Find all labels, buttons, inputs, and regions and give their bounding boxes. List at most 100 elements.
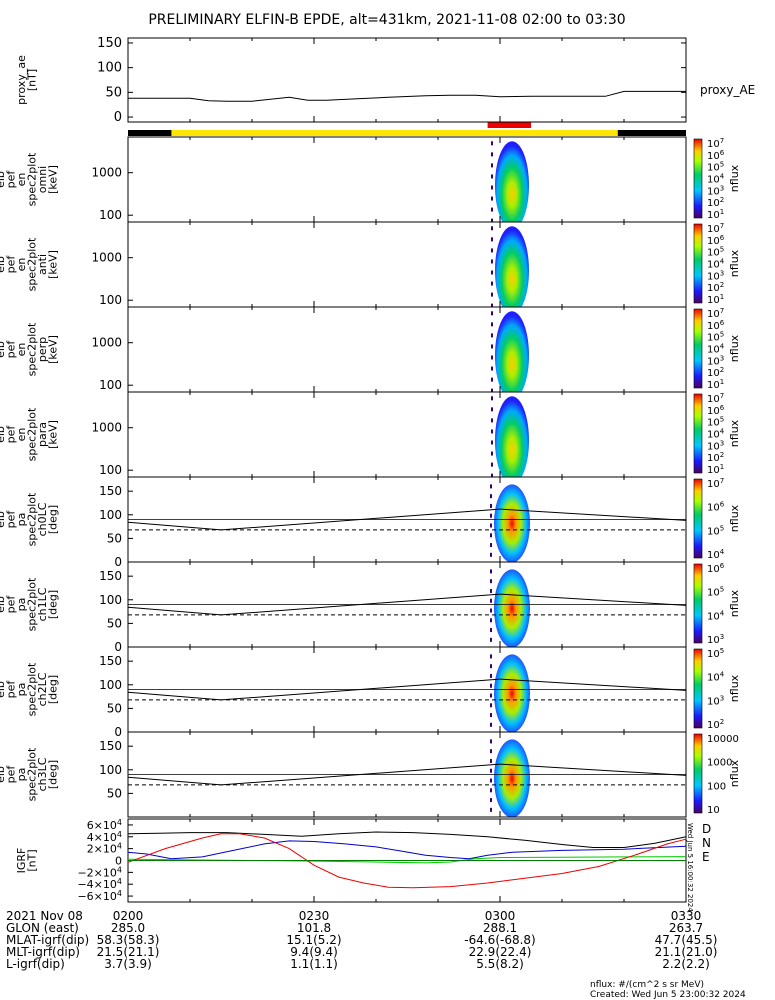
spectrogram-edge-pixel — [490, 598, 492, 603]
spectrogram-edge-pixel — [490, 588, 492, 593]
colorbar-tick-label: 10000 — [707, 734, 739, 745]
y-label-pa_ch1-line: [deg] — [46, 590, 59, 619]
annotation-value: 9.4(9.4) — [290, 945, 338, 959]
colorbar-label: nflux — [728, 589, 741, 617]
y-label-en_perp-line: [keV] — [46, 335, 59, 364]
y-label-en_para-line: en — [15, 428, 28, 442]
annotation-row-name: MLAT-igrf(dip) — [6, 933, 89, 947]
science-zone-red — [487, 122, 531, 128]
igrf-series — [127, 856, 687, 864]
annotation-value: -64.6(-68.8) — [464, 933, 535, 947]
y-tick-label: −4×104 — [77, 877, 122, 891]
y-tick-label: 0 — [114, 555, 122, 569]
spectrogram-edge-pixel — [491, 311, 493, 316]
colorbar-tick-label: 106 — [707, 501, 725, 514]
y-label-pa_ch3-line: spec2plot — [25, 747, 38, 801]
spectrogram-edge-pixel — [490, 484, 492, 489]
y-label-pa_ch2-line: spec2plot — [25, 662, 38, 716]
y-tick-label: 100 — [99, 378, 122, 392]
igrf-series — [127, 833, 687, 889]
y-label-pa_ch1-line: pef — [4, 595, 17, 614]
y-tick-label: 100 — [99, 208, 122, 222]
spectrogram-edge-pixel — [491, 429, 493, 434]
y-tick-label: 50 — [107, 786, 122, 800]
y-label-pa_ch2-line: ch2LC — [36, 672, 49, 706]
spectrogram-pa_ch3 — [494, 739, 530, 817]
spectrogram-edge-pixel — [490, 739, 492, 744]
spectrogram-edge-pixel — [491, 152, 493, 157]
spectrogram-edge-pixel — [490, 664, 492, 669]
y-label-en_omni-line: [keV] — [46, 165, 59, 194]
y-tick-label: 150 — [99, 654, 122, 668]
y-label-en_omni-line: en — [15, 173, 28, 187]
colorbar-pa_ch0 — [693, 478, 703, 559]
y-tick-label: 1000 — [91, 251, 122, 265]
igrf-legend-N: N — [702, 836, 711, 850]
annotation-row-name: L-igrf(dip) — [6, 957, 65, 971]
spectrogram-edge-pixel — [491, 322, 493, 327]
annotation-value: 47.7(45.5) — [655, 933, 718, 947]
annotation-value: 21.1(21.0) — [655, 945, 718, 959]
annotation-value: 1.1(1.1) — [290, 957, 338, 971]
y-label-pa_ch1-line: pa — [15, 598, 28, 612]
spectrogram-edge-pixel — [491, 344, 493, 349]
igrf-legend-E: E — [702, 850, 710, 864]
y-label-en_omni-line: elb — [0, 171, 7, 188]
colorbar-tick-label: 104 — [707, 609, 725, 622]
spectrogram-edge-pixel — [490, 503, 492, 508]
y-tick-label: 1000 — [91, 166, 122, 180]
colorbar-tick-label: 1000 — [707, 758, 732, 769]
series-proxy-ae — [128, 90, 686, 102]
y-tick-label: 150 — [99, 569, 122, 583]
y-tick-label: 100 — [99, 678, 122, 692]
annotation-value: 58.3(58.3) — [97, 933, 160, 947]
y-label-pa_ch2-line: [deg] — [46, 675, 59, 704]
y-label-en_anti-line: [keV] — [46, 250, 59, 279]
y-label-pa_ch2-line: pef — [4, 680, 17, 699]
y-label-pa_ch0-line: [deg] — [46, 505, 59, 534]
spectrogram-edge-pixel — [490, 513, 492, 518]
spectrogram-en_anti — [495, 226, 529, 307]
spectrogram-edge-pixel — [490, 523, 492, 528]
spectrogram-pa_ch1 — [494, 569, 530, 647]
y-label-en_anti-line: pef — [4, 255, 17, 274]
y-tick-label: 6×104 — [87, 818, 122, 832]
y-label-pa_ch1-line: ch1LC — [36, 587, 49, 621]
footer-nflux-units: nflux: #/(cm^2 s sr MeV) — [590, 980, 704, 990]
spectrogram-edge-pixel — [490, 798, 492, 803]
spectrogram-edge-pixel — [490, 758, 492, 763]
y-label-en_perp-line: pef — [4, 340, 17, 359]
spectrogram-edge-pixel — [491, 303, 493, 307]
spectrogram-edge-pixel — [490, 533, 492, 538]
annotation-value: 101.8 — [297, 921, 331, 935]
spectrogram-edge-pixel — [490, 618, 492, 623]
y-label-en_perp-line: elb — [0, 341, 7, 358]
spectrogram-edge-pixel — [491, 141, 493, 146]
colorbar-tick-label: 104 — [707, 548, 725, 561]
spectrogram-edge-pixel — [490, 788, 492, 793]
y-label-pa_ch0-line: pa — [15, 513, 28, 527]
y-label-en_perp-line: spec2plot — [25, 322, 38, 376]
y-label-en_perp-line: en — [15, 343, 28, 357]
spectrogram-edge-pixel — [491, 440, 493, 445]
spectrogram-edge-pixel — [490, 703, 492, 708]
y-label-en_omni-line: pef — [4, 170, 17, 189]
y-label-proxy-ae-line: [nT] — [25, 69, 38, 91]
annotation-value: 2.2(2.2) — [662, 957, 710, 971]
spectrogram-edge-pixel — [491, 418, 493, 423]
colorbar-label: nflux — [728, 334, 741, 362]
spectrogram-edge-pixel — [490, 494, 492, 499]
spectrogram-edge-pixel — [490, 579, 492, 584]
colorbar-label: nflux — [728, 249, 741, 277]
figure-title: PRELIMINARY ELFIN-B EPDE, alt=431km, 202… — [148, 12, 625, 28]
colorbar-tick-label: 103 — [707, 633, 724, 646]
y-label-proxy-ae-line: proxy_ae — [15, 55, 28, 105]
y-label-en_anti-line: anti — [36, 254, 49, 275]
igrf-series — [127, 831, 687, 848]
colorbar-pa_ch3 — [693, 733, 703, 814]
y-label-en_para-line: spec2plot — [25, 407, 38, 461]
annotation-row-name: MLT-igrf(dip) — [6, 945, 80, 959]
legend-proxy-ae: proxy_AE — [700, 83, 755, 97]
colorbar-tick-label: 106 — [707, 562, 725, 575]
y-tick-label: 100 — [99, 293, 122, 307]
